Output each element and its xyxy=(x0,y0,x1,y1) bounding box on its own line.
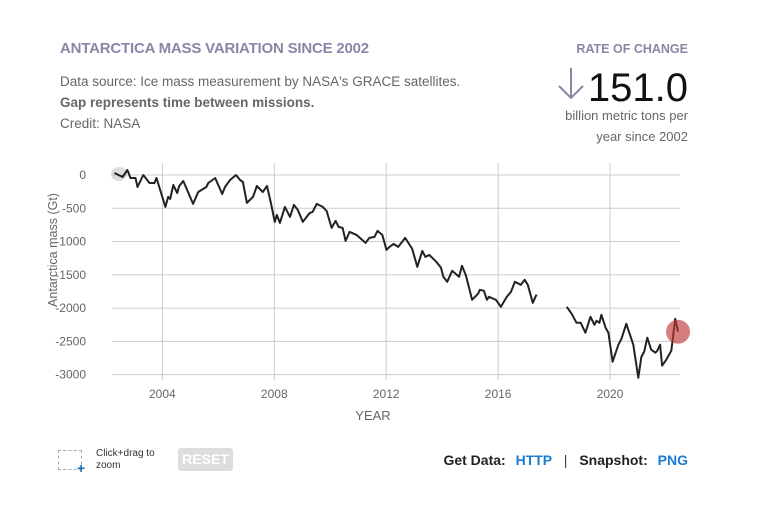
rate-of-change-label: RATE OF CHANGE xyxy=(576,42,688,56)
series-line-segment xyxy=(565,306,679,379)
y-tick-label: -500 xyxy=(62,201,86,215)
x-tick-label: 2016 xyxy=(485,387,512,401)
series-lines xyxy=(114,169,679,379)
latest-point-marker[interactable] xyxy=(666,319,691,344)
grid xyxy=(112,163,680,380)
rate-value: 151.0 xyxy=(587,66,688,110)
separator: | xyxy=(563,452,568,468)
chart-area[interactable]: 0-500-1000-1500-2000-2500-3000 2004 2008 2… xyxy=(0,0,779,430)
y-tick-label: -1500 xyxy=(55,268,86,282)
data-source: Data source: Ice mass measurement by NAS… xyxy=(60,74,461,89)
x-tick-label: 2004 xyxy=(149,387,176,401)
x-tick-label: 2020 xyxy=(597,387,624,401)
x-tick-label: 2012 xyxy=(373,387,400,401)
zoom-select-icon xyxy=(58,450,82,470)
snapshot-label: Snapshot: xyxy=(579,452,648,468)
y-tick-label: -2000 xyxy=(55,301,86,315)
x-ticks: 2004 2008 2012 2016 2020 xyxy=(149,387,624,401)
gap-note: Gap represents time between missions. xyxy=(60,95,315,110)
series-line-segment xyxy=(114,169,538,308)
plus-icon: + xyxy=(77,460,86,476)
reset-button[interactable]: RESET xyxy=(178,448,233,471)
chart-title: ANTARCTICA MASS VARIATION SINCE 2002 xyxy=(60,40,369,57)
y-tick-label: -1000 xyxy=(55,235,86,249)
get-data-label: Get Data: xyxy=(443,452,506,468)
y-tick-label: -3000 xyxy=(55,368,86,382)
x-axis-label: YEAR xyxy=(355,408,390,423)
rate-unit-line1: billion metric tons per xyxy=(565,108,688,123)
arrow-down-icon xyxy=(558,68,584,100)
y-ticks: 0 -500 -1000 -1500 -2000 -2500 -3000 xyxy=(55,168,86,382)
zoom-hint: Click+drag to zoom xyxy=(96,448,155,471)
http-link[interactable]: HTTP xyxy=(515,452,552,468)
rate-unit-line2: year since 2002 xyxy=(596,129,688,144)
x-tick-label: 2008 xyxy=(261,387,288,401)
download-links: Get Data: HTTP | Snapshot: PNG xyxy=(443,452,688,468)
rate-unit: billion metric tons per year since 2002 xyxy=(528,105,688,147)
y-tick-label: 0 xyxy=(79,168,86,182)
y-axis-label: Antarctica mass (Gt) xyxy=(46,193,60,307)
y-tick-label: -2500 xyxy=(55,334,86,348)
credit: Credit: NASA xyxy=(60,116,141,131)
png-link[interactable]: PNG xyxy=(657,452,688,468)
